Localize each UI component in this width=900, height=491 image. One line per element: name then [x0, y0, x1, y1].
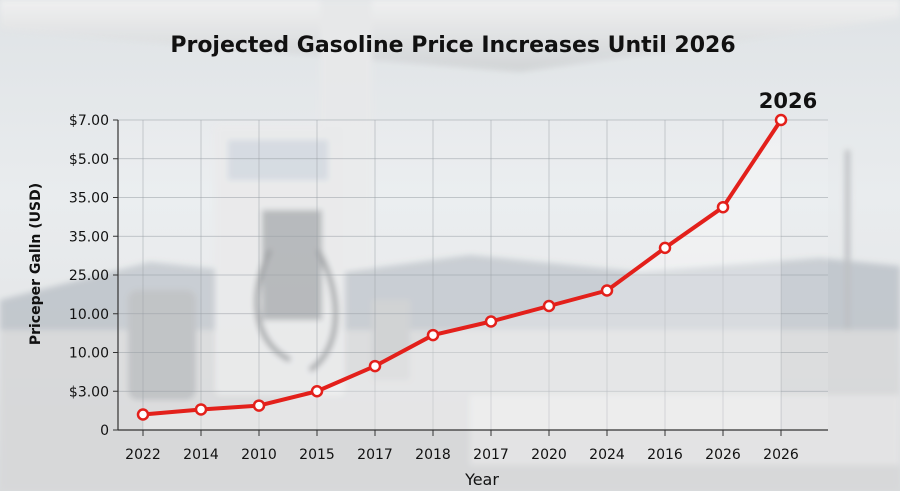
x-axis-label: Year [464, 470, 499, 489]
data-point [600, 284, 614, 297]
price-line [141, 118, 783, 417]
y-tick-label: 25.00 [69, 268, 109, 284]
y-axis-label: Priceper Galln (USD) [28, 183, 44, 345]
annotation-callout: 2026 [759, 89, 817, 113]
x-tick-labels: 2022 2014 2010 2015 2017 2018 2017 2020 2024 2016… [125, 447, 799, 463]
y-tick-label: 10.00 [69, 346, 109, 362]
x-tick-label: 2017 [357, 447, 393, 463]
y-tick-label: $7.00 [69, 113, 109, 129]
x-tick-label: 2016 [647, 447, 683, 463]
data-point [368, 359, 382, 373]
data-point [426, 328, 440, 342]
data-point [310, 385, 324, 398]
y-tick-label: 10.00 [69, 307, 109, 323]
x-tick-label: 2020 [531, 447, 567, 463]
data-points [136, 113, 788, 421]
data-point [136, 408, 150, 421]
chart-title: Projected Gasoline Price Increases Until… [170, 33, 735, 58]
x-tick-label: 2010 [241, 447, 277, 463]
data-point [484, 315, 498, 328]
data-point [194, 403, 208, 416]
y-tick-label: 35.00 [69, 229, 109, 245]
y-tick-label: $5.00 [69, 152, 109, 168]
area-under-line [143, 120, 781, 430]
data-point [716, 200, 730, 214]
y-tick-label: 0 [100, 423, 109, 439]
x-tick-label: 2018 [415, 447, 451, 463]
data-point [542, 299, 556, 313]
x-tick-label: 2026 [763, 447, 799, 463]
y-tick-labels: 0 $3.00 10.00 10.00 25.00 35.00 35.00 $5.00 $7.0… [69, 113, 109, 439]
x-tick-label: 2014 [183, 447, 219, 463]
axes [113, 119, 828, 436]
x-tick-label: 2022 [125, 447, 161, 463]
x-tick-label: 2024 [589, 447, 625, 463]
x-tick-label: 2017 [473, 447, 509, 463]
y-tick-label: 35.00 [69, 191, 109, 207]
y-tick-label: $3.00 [69, 384, 109, 400]
data-point [252, 399, 266, 412]
data-point [658, 241, 672, 255]
data-point [774, 113, 788, 127]
x-tick-label: 2026 [705, 447, 741, 463]
x-tick-label: 2015 [299, 447, 335, 463]
